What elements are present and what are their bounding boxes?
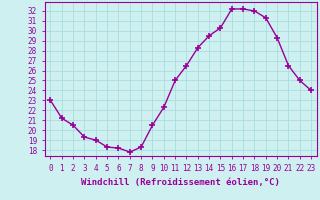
X-axis label: Windchill (Refroidissement éolien,°C): Windchill (Refroidissement éolien,°C) bbox=[81, 178, 280, 187]
